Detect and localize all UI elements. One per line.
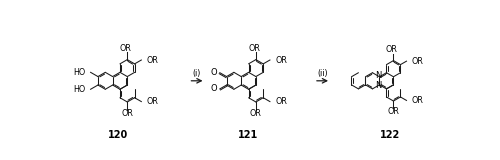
Text: HO: HO xyxy=(73,85,85,94)
Text: O: O xyxy=(210,84,217,93)
Text: 122: 122 xyxy=(380,130,400,140)
Text: HO: HO xyxy=(73,68,85,77)
Text: N: N xyxy=(376,72,382,80)
Text: OR: OR xyxy=(276,56,287,64)
Text: OR: OR xyxy=(146,97,158,106)
Text: N: N xyxy=(376,81,382,90)
Text: 120: 120 xyxy=(108,130,128,140)
Text: OR: OR xyxy=(122,109,133,118)
Text: 121: 121 xyxy=(238,130,258,140)
Text: (i): (i) xyxy=(193,69,201,78)
Text: OR: OR xyxy=(250,109,262,118)
Text: OR: OR xyxy=(386,45,398,54)
Text: (ii): (ii) xyxy=(317,69,328,78)
Text: OR: OR xyxy=(276,97,287,106)
Text: O: O xyxy=(210,68,217,77)
Text: OR: OR xyxy=(146,56,158,64)
Text: OR: OR xyxy=(412,57,424,66)
Text: OR: OR xyxy=(388,107,400,116)
Text: OR: OR xyxy=(412,96,424,105)
Text: OR: OR xyxy=(248,44,260,53)
Text: OR: OR xyxy=(120,44,132,53)
